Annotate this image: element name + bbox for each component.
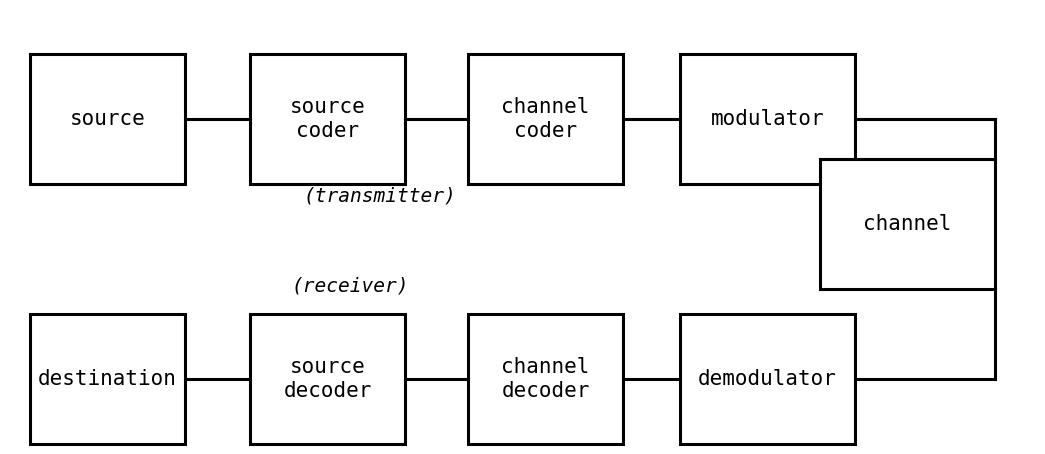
Text: demodulator: demodulator (698, 369, 837, 389)
Bar (30, 54, 185, 184)
Text: source
decoder: source decoder (283, 357, 372, 400)
Text: source: source (70, 109, 145, 129)
Bar (820, 159, 995, 289)
Text: channel
coder: channel coder (502, 98, 589, 141)
Text: source
coder: source coder (289, 98, 366, 141)
Bar (680, 314, 855, 444)
Text: (receiver): (receiver) (292, 276, 409, 296)
Bar (468, 314, 623, 444)
Bar (250, 54, 405, 184)
Bar (468, 54, 623, 184)
Bar (680, 54, 855, 184)
Text: channel: channel (863, 214, 952, 234)
Text: modulator: modulator (711, 109, 825, 129)
Bar (250, 314, 405, 444)
Bar (30, 314, 185, 444)
Text: destination: destination (38, 369, 177, 389)
Text: channel
decoder: channel decoder (502, 357, 589, 400)
Text: (transmitter): (transmitter) (304, 187, 457, 206)
